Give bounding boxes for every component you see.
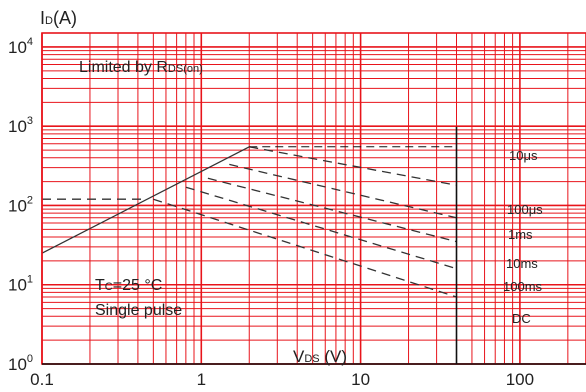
x-axis-label: VDS (V) bbox=[293, 347, 347, 366]
x-tick-label: 1 bbox=[197, 370, 206, 389]
rds-limit-annotation: Limited by RDS(on) bbox=[79, 59, 203, 76]
y-tick-label: 100 bbox=[8, 353, 33, 374]
y-tick-labels: 100 101 102 103 104 bbox=[8, 36, 33, 374]
chart-frame bbox=[41, 32, 586, 365]
series-line-0 bbox=[41, 146, 250, 254]
series-label-10us: 10μs bbox=[509, 148, 538, 163]
y-axis-label: ID(A) bbox=[40, 8, 77, 28]
series-line-2 bbox=[249, 146, 457, 186]
series-label-10ms: 10ms bbox=[506, 256, 538, 271]
series-label-100us: 100μs bbox=[507, 202, 543, 217]
y-tick-label: 103 bbox=[8, 115, 33, 136]
x-tick-label: 10 bbox=[351, 370, 370, 389]
series-line-4 bbox=[207, 177, 457, 243]
x-tick-label: 0.1 bbox=[30, 370, 54, 389]
single-pulse-annotation: Single pulse bbox=[95, 302, 182, 319]
series-line-3 bbox=[229, 163, 457, 219]
y-tick-label: 101 bbox=[8, 274, 33, 295]
x-tick-labels: 0.1 1 10 100 bbox=[30, 370, 534, 389]
series-label-100ms: 100ms bbox=[503, 279, 543, 294]
series-line-6 bbox=[153, 198, 457, 298]
y-tick-label: 102 bbox=[8, 194, 33, 215]
y-tick-label: 104 bbox=[8, 36, 33, 57]
series-label-1ms: 1ms bbox=[508, 227, 533, 242]
case-temperature-annotation: TC=25 °C bbox=[95, 277, 162, 294]
series-label-dc: DC bbox=[512, 311, 531, 326]
chart-series bbox=[41, 146, 457, 298]
chart-grid bbox=[41, 33, 586, 365]
x-tick-label: 100 bbox=[506, 370, 534, 389]
series-line-5 bbox=[185, 186, 457, 270]
